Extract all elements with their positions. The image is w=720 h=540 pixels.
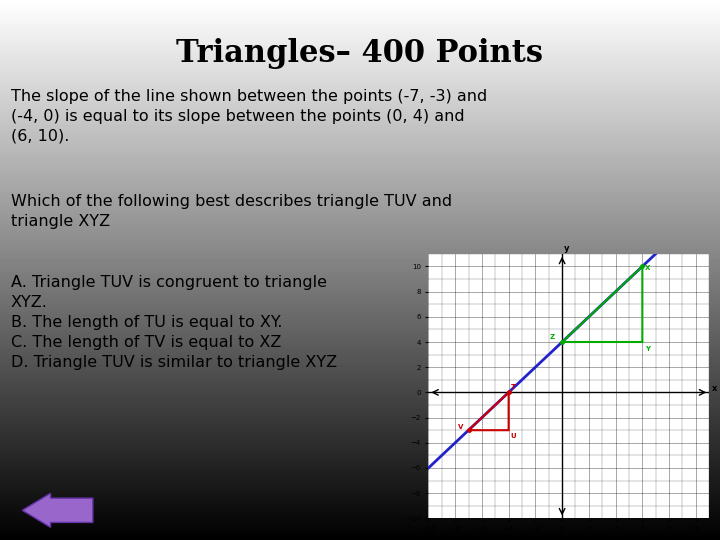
- Text: The slope of the line shown between the points (-7, -3) and
(-4, 0) is equal to : The slope of the line shown between the …: [11, 89, 487, 144]
- Text: V: V: [458, 424, 463, 430]
- Text: y: y: [563, 244, 569, 253]
- Text: A. Triangle TUV is congruent to triangle
XYZ.
B. The length of TU is equal to XY: A. Triangle TUV is congruent to triangle…: [11, 275, 337, 369]
- Text: Which of the following best describes triangle TUV and
triangle XYZ: Which of the following best describes tr…: [11, 194, 452, 229]
- Text: x: x: [712, 384, 717, 393]
- Text: Triangles– 400 Points: Triangles– 400 Points: [176, 38, 544, 69]
- FancyArrow shape: [22, 494, 93, 527]
- Text: Z: Z: [550, 334, 555, 341]
- Text: Y: Y: [645, 346, 650, 352]
- Text: U: U: [510, 433, 516, 439]
- Text: T: T: [510, 383, 516, 390]
- Text: X: X: [645, 265, 650, 271]
